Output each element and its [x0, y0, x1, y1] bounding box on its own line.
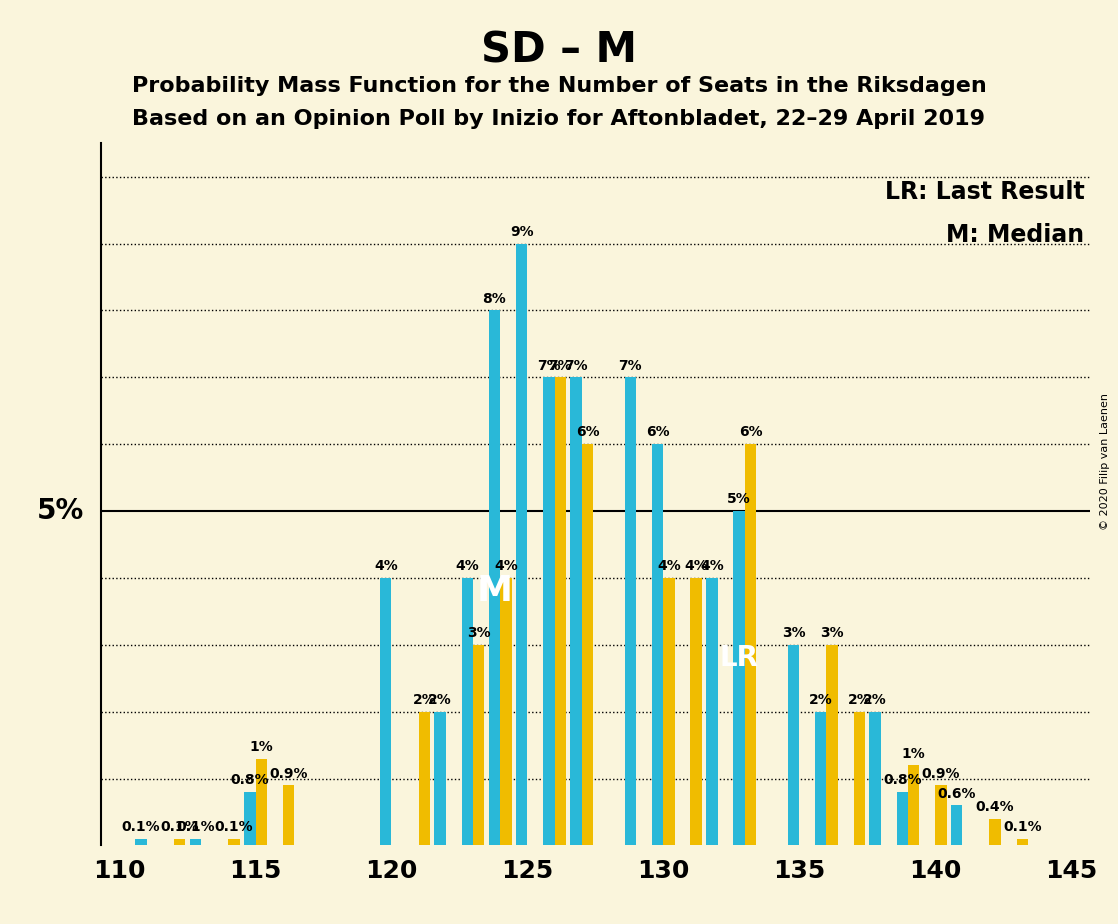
Bar	[517, 244, 528, 845]
Bar	[543, 377, 555, 845]
Bar	[691, 578, 702, 845]
Text: 1%: 1%	[902, 747, 926, 760]
Text: 6%: 6%	[739, 425, 762, 440]
Text: 0.1%: 0.1%	[215, 821, 254, 834]
Text: 0.9%: 0.9%	[269, 767, 307, 781]
Bar	[135, 839, 146, 845]
Text: 2%: 2%	[863, 693, 887, 707]
Text: 0.1%: 0.1%	[177, 821, 215, 834]
Text: 8%: 8%	[483, 292, 506, 306]
Text: 4%: 4%	[373, 559, 398, 573]
Text: 7%: 7%	[537, 359, 560, 372]
Bar	[380, 578, 391, 845]
Text: © 2020 Filip van Laenen: © 2020 Filip van Laenen	[1100, 394, 1109, 530]
Text: 4%: 4%	[684, 559, 708, 573]
Bar	[935, 785, 947, 845]
Text: 7%: 7%	[549, 359, 572, 372]
Bar	[1016, 839, 1029, 845]
Text: Probability Mass Function for the Number of Seats in the Riksdagen: Probability Mass Function for the Number…	[132, 76, 986, 96]
Bar	[570, 377, 581, 845]
Bar	[256, 759, 267, 845]
Text: 3%: 3%	[821, 626, 844, 640]
Bar	[788, 645, 799, 845]
Text: 2%: 2%	[428, 693, 452, 707]
Bar	[244, 792, 256, 845]
Text: 5%: 5%	[37, 497, 84, 525]
Text: 7%: 7%	[618, 359, 642, 372]
Text: 2%: 2%	[413, 693, 436, 707]
Bar	[473, 645, 484, 845]
Bar	[625, 377, 636, 845]
Bar	[435, 711, 446, 845]
Bar	[174, 839, 186, 845]
Bar	[652, 444, 663, 845]
Text: 4%: 4%	[700, 559, 723, 573]
Bar	[908, 765, 919, 845]
Text: Based on an Opinion Poll by Inizio for Aftonbladet, 22–29 April 2019: Based on an Opinion Poll by Inizio for A…	[133, 109, 985, 129]
Bar	[663, 578, 674, 845]
Bar	[707, 578, 718, 845]
Bar	[462, 578, 473, 845]
Text: 2%: 2%	[847, 693, 871, 707]
Text: 3%: 3%	[781, 626, 805, 640]
Bar	[581, 444, 594, 845]
Text: 7%: 7%	[565, 359, 588, 372]
Bar	[418, 711, 430, 845]
Bar	[745, 444, 756, 845]
Text: 4%: 4%	[657, 559, 681, 573]
Text: 0.6%: 0.6%	[937, 786, 976, 801]
Bar	[826, 645, 837, 845]
Bar	[897, 792, 908, 845]
Text: LR: LR	[720, 644, 759, 672]
Bar	[228, 839, 239, 845]
Text: M: M	[476, 575, 512, 608]
Text: 0.8%: 0.8%	[230, 773, 269, 787]
Text: 3%: 3%	[467, 626, 491, 640]
Bar	[951, 806, 963, 845]
Text: 1%: 1%	[249, 740, 273, 754]
Text: 6%: 6%	[576, 425, 599, 440]
Text: 0.4%: 0.4%	[976, 800, 1014, 814]
Bar	[870, 711, 881, 845]
Text: M: Median: M: Median	[947, 224, 1084, 248]
Bar	[815, 711, 826, 845]
Text: 0.1%: 0.1%	[122, 821, 161, 834]
Bar	[853, 711, 865, 845]
Text: 4%: 4%	[455, 559, 480, 573]
Bar	[190, 839, 201, 845]
Text: 4%: 4%	[494, 559, 518, 573]
Bar	[989, 819, 1001, 845]
Text: LR: Last Result: LR: Last Result	[884, 180, 1084, 204]
Text: 6%: 6%	[646, 425, 670, 440]
Text: 9%: 9%	[510, 225, 533, 239]
Text: 0.1%: 0.1%	[160, 821, 199, 834]
Bar	[283, 785, 294, 845]
Text: 0.1%: 0.1%	[1003, 821, 1042, 834]
Bar	[733, 511, 745, 845]
Bar	[489, 310, 500, 845]
Text: 2%: 2%	[808, 693, 833, 707]
Bar	[555, 377, 566, 845]
Text: 0.8%: 0.8%	[883, 773, 921, 787]
Bar	[500, 578, 512, 845]
Text: 0.9%: 0.9%	[921, 767, 960, 781]
Text: 5%: 5%	[727, 492, 751, 506]
Text: SD – M: SD – M	[481, 30, 637, 71]
